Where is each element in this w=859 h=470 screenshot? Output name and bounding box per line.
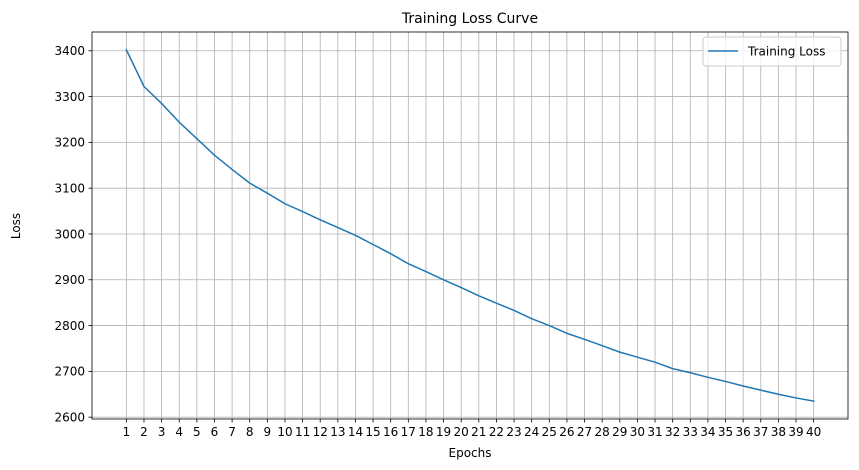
x-tick-label: 7 (228, 425, 236, 439)
x-tick-label: 33 (683, 425, 698, 439)
legend-box (702, 36, 842, 67)
x-tick-label: 21 (471, 425, 486, 439)
x-axis-ticks: 1 2 3 4 5 6 7 8 9 10 11 12 13 14 15 16 17 18 19 20 21 22 23 24 2… (123, 419, 821, 439)
x-tick-label: 8 (246, 425, 254, 439)
x-tick-label: 25 (542, 425, 557, 439)
legend-label-training-loss: Training Loss (747, 45, 825, 59)
y-tick-label: 3200 (54, 136, 85, 150)
x-tick-label: 4 (175, 425, 183, 439)
x-tick-label: 12 (313, 425, 328, 439)
y-tick-label: 2800 (54, 319, 85, 333)
x-tick-label: 9 (264, 425, 272, 439)
x-tick-label: 5 (193, 425, 201, 439)
x-tick-label: 22 (489, 425, 504, 439)
x-tick-label: 26 (559, 425, 574, 439)
y-axis-label: Loss (9, 213, 23, 239)
x-tick-label: 19 (436, 425, 451, 439)
plot-frame (91, 31, 849, 420)
x-tick-label: 40 (806, 425, 821, 439)
x-tick-label: 3 (158, 425, 166, 439)
chart-title: Training Loss Curve (401, 11, 538, 27)
y-tick-label: 2700 (54, 365, 85, 379)
x-tick-label: 16 (383, 425, 398, 439)
x-axis-label: Epochs (449, 446, 492, 460)
x-tick-label: 36 (736, 425, 751, 439)
series-line-training-loss (125, 48, 815, 403)
x-tick-label: 23 (506, 425, 521, 439)
x-tick-label: 20 (454, 425, 469, 439)
x-tick-label: 38 (771, 425, 786, 439)
x-tick-label: 10 (277, 425, 292, 439)
x-tick-label: 31 (647, 425, 662, 439)
x-tick-label: 27 (577, 425, 592, 439)
series-lines (125, 48, 815, 403)
x-tick-label: 30 (630, 425, 645, 439)
y-tick-label: 3000 (54, 227, 85, 241)
x-tick-label: 34 (700, 425, 715, 439)
x-tick-label: 17 (401, 425, 416, 439)
x-tick-label: 32 (665, 425, 680, 439)
y-tick-label: 3100 (54, 181, 85, 195)
x-tick-label: 37 (753, 425, 768, 439)
x-tick-label: 24 (524, 425, 539, 439)
x-tick-label: 39 (788, 425, 803, 439)
x-tick-label: 1 (123, 425, 131, 439)
grid-lines (92, 32, 848, 419)
legend: Training Loss (702, 36, 842, 67)
x-tick-label: 28 (595, 425, 610, 439)
x-tick-label: 11 (295, 425, 310, 439)
y-tick-label: 2600 (54, 410, 85, 424)
x-tick-label: 2 (140, 425, 148, 439)
x-tick-label: 15 (365, 425, 380, 439)
x-tick-label: 18 (418, 425, 433, 439)
y-tick-label: 3300 (54, 90, 85, 104)
y-axis-ticks: 2600 2700 2800 2900 3000 3100 3200 3300 3400 (54, 44, 92, 424)
x-tick-label: 35 (718, 425, 733, 439)
y-tick-label: 2900 (54, 273, 85, 287)
x-tick-label: 6 (211, 425, 219, 439)
x-tick-label: 13 (330, 425, 345, 439)
x-tick-label: 29 (612, 425, 627, 439)
y-tick-label: 3400 (54, 44, 85, 58)
x-tick-label: 14 (348, 425, 363, 439)
